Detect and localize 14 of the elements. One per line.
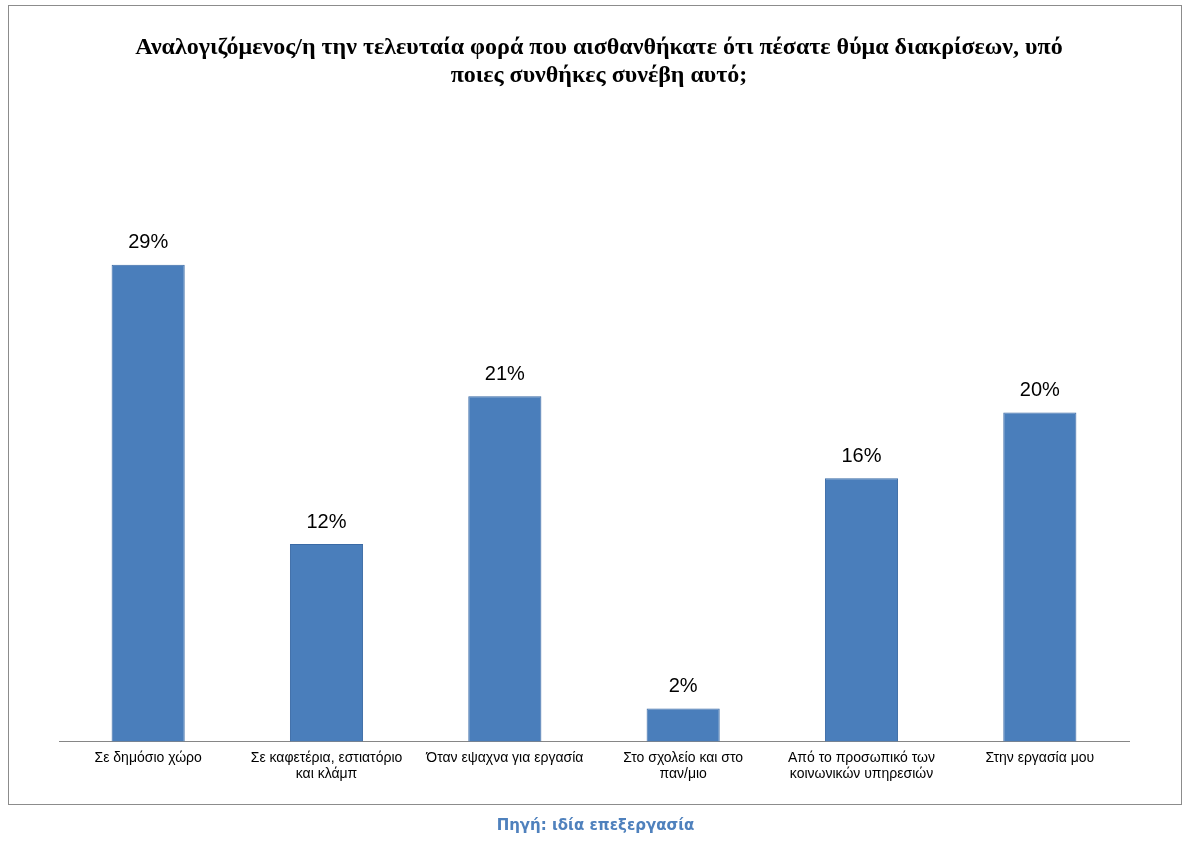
data-label: 12%: [306, 509, 347, 532]
x-tick-label: Όταν εψαχνα για εργασία: [425, 748, 584, 765]
data-label: 16%: [841, 443, 882, 466]
chart-title: Αναλογιζόμενος/η την τελευταία φορά που αισθανθήκατε ότι πέσατε θύμα διακρίσεων, υπό ποιες συνθήκες συνέβη αυτό;: [134, 32, 1064, 88]
x-tick-label: Στην εργασία μου: [985, 748, 1095, 765]
data-label: 29%: [128, 230, 169, 253]
data-label: 20%: [1019, 378, 1061, 401]
x-tick-label: Σε δημόσιο χώρο: [94, 748, 203, 765]
data-label: 21%: [484, 361, 526, 384]
data-label: 2%: [668, 674, 698, 697]
x-tick-label: Από το προσωπικό των κοινωνικών υπηρεσιών: [788, 748, 935, 782]
x-tick-label: Στο σχολείο και στο παν/μιο: [623, 748, 744, 782]
x-tick-label: Σε καφετέρια, εστιατόριο και κλάμπ: [250, 748, 403, 782]
text: Πηγή: ιδία επεξεργασία: [495, 816, 696, 834]
